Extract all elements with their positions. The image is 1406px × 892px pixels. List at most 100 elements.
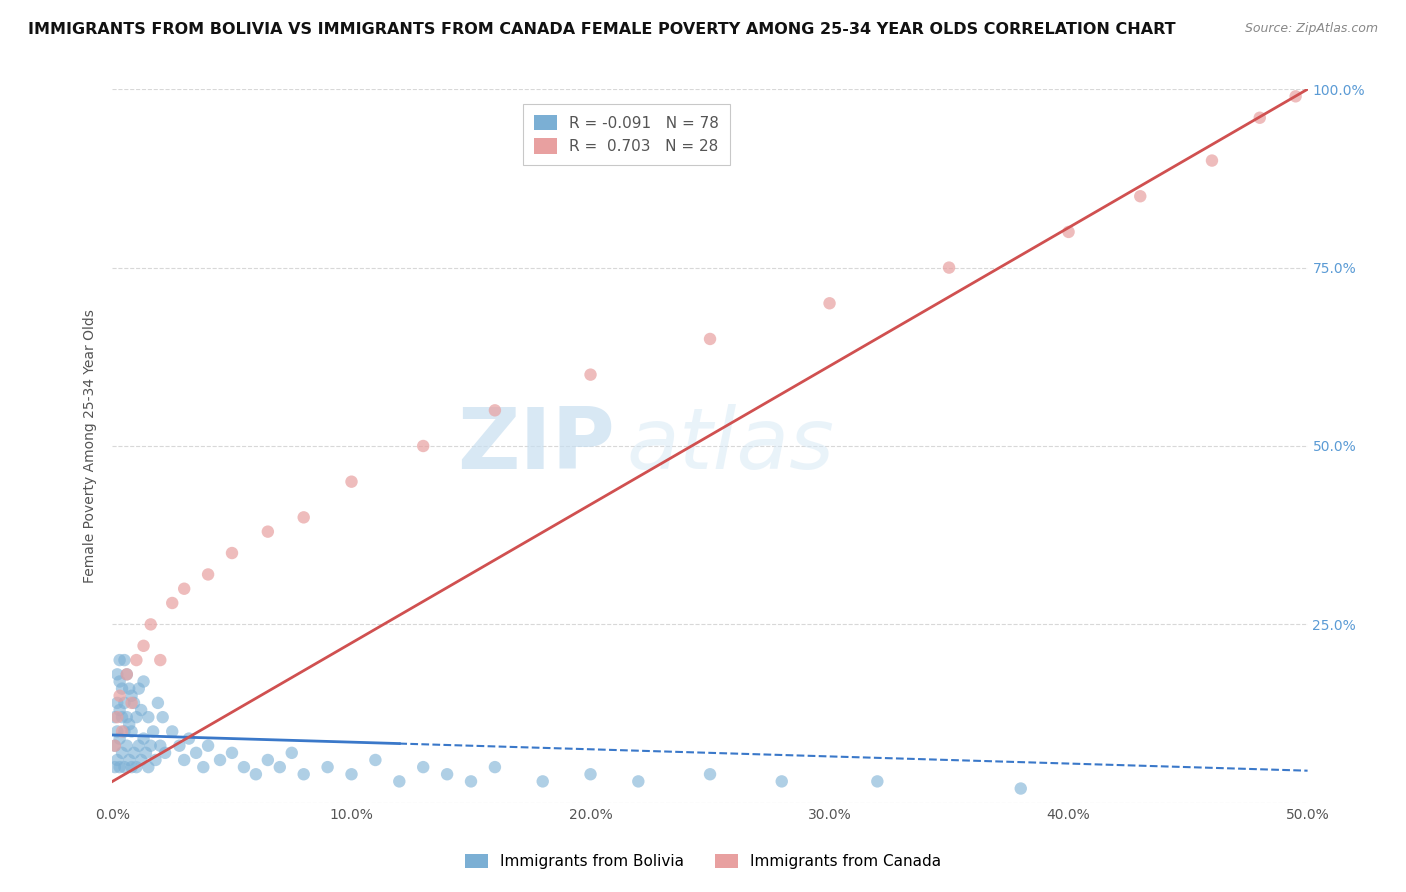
Point (104, 760, 127, 774)
Point (145, 753, 167, 767)
Point (114, 653, 135, 667)
Point (1201, 153, 1223, 168)
Point (108, 760, 131, 774)
Point (114, 696, 135, 710)
Y-axis label: Female Poverty Among 25-34 Year Olds: Female Poverty Among 25-34 Year Olds (83, 309, 97, 583)
Point (221, 746, 243, 760)
Point (115, 739, 138, 753)
Text: Source: ZipAtlas.com: Source: ZipAtlas.com (1244, 22, 1378, 36)
Point (125, 710, 148, 724)
Point (105, 667, 128, 681)
Point (121, 696, 143, 710)
Point (149, 739, 172, 753)
Point (104, 710, 127, 724)
Point (118, 681, 141, 696)
Point (139, 739, 162, 753)
Point (115, 667, 138, 681)
Point (388, 774, 411, 789)
Point (177, 731, 200, 746)
Legend: R = -0.091   N = 78, R =  0.703   N = 28: R = -0.091 N = 78, R = 0.703 N = 28 (523, 104, 730, 165)
Point (1129, 189, 1152, 203)
Point (142, 724, 165, 739)
Point (108, 731, 131, 746)
Point (111, 710, 134, 724)
Point (121, 724, 143, 739)
Point (221, 546, 243, 560)
Point (111, 746, 134, 760)
Point (114, 760, 135, 774)
Point (173, 582, 195, 596)
Point (146, 696, 169, 710)
Point (128, 739, 150, 753)
Point (627, 774, 650, 789)
Point (173, 753, 195, 767)
Point (292, 510, 315, 524)
Point (412, 760, 434, 774)
Point (105, 724, 128, 739)
Point (108, 703, 131, 717)
Point (316, 760, 339, 774)
Point (111, 724, 134, 739)
Point (104, 739, 127, 753)
Point (162, 724, 183, 739)
Point (938, 260, 960, 275)
Point (436, 767, 458, 781)
Point (122, 696, 145, 710)
Point (153, 746, 176, 760)
Point (340, 475, 363, 489)
Point (460, 774, 482, 789)
Point (484, 760, 506, 774)
Point (132, 639, 155, 653)
Point (162, 596, 183, 610)
Point (118, 717, 141, 731)
Point (111, 681, 134, 696)
Point (1249, 111, 1271, 125)
Point (531, 774, 554, 789)
Text: IMMIGRANTS FROM BOLIVIA VS IMMIGRANTS FROM CANADA FEMALE POVERTY AMONG 25-34 YEA: IMMIGRANTS FROM BOLIVIA VS IMMIGRANTS FR… (28, 22, 1175, 37)
Point (579, 767, 602, 781)
Point (115, 667, 138, 681)
Legend: Immigrants from Bolivia, Immigrants from Canada: Immigrants from Bolivia, Immigrants from… (458, 848, 948, 875)
Point (129, 753, 152, 767)
Text: ZIP: ZIP (457, 404, 614, 488)
Point (866, 774, 889, 789)
Point (269, 760, 291, 774)
Text: atlas: atlas (627, 404, 834, 488)
Point (1285, 89, 1308, 103)
Point (281, 746, 304, 760)
Point (699, 332, 721, 346)
Point (118, 753, 141, 767)
Point (818, 296, 841, 310)
Point (105, 710, 128, 724)
Point (104, 739, 127, 753)
Point (132, 731, 155, 746)
Point (138, 760, 160, 774)
Point (108, 689, 131, 703)
Point (579, 368, 602, 382)
Point (770, 774, 793, 789)
Point (340, 767, 363, 781)
Point (257, 524, 280, 539)
Point (193, 760, 215, 774)
Point (364, 753, 387, 767)
Point (138, 710, 160, 724)
Point (108, 653, 131, 667)
Point (108, 674, 131, 689)
Point (105, 753, 128, 767)
Point (129, 703, 152, 717)
Point (186, 746, 208, 760)
Point (245, 767, 267, 781)
Point (209, 753, 232, 767)
Point (1057, 225, 1080, 239)
Point (132, 674, 155, 689)
Point (169, 739, 191, 753)
Point (149, 653, 172, 667)
Point (257, 753, 280, 767)
Point (105, 696, 128, 710)
Point (1010, 781, 1032, 796)
Point (125, 653, 148, 667)
Point (484, 403, 506, 417)
Point (292, 767, 315, 781)
Point (121, 760, 143, 774)
Point (114, 724, 135, 739)
